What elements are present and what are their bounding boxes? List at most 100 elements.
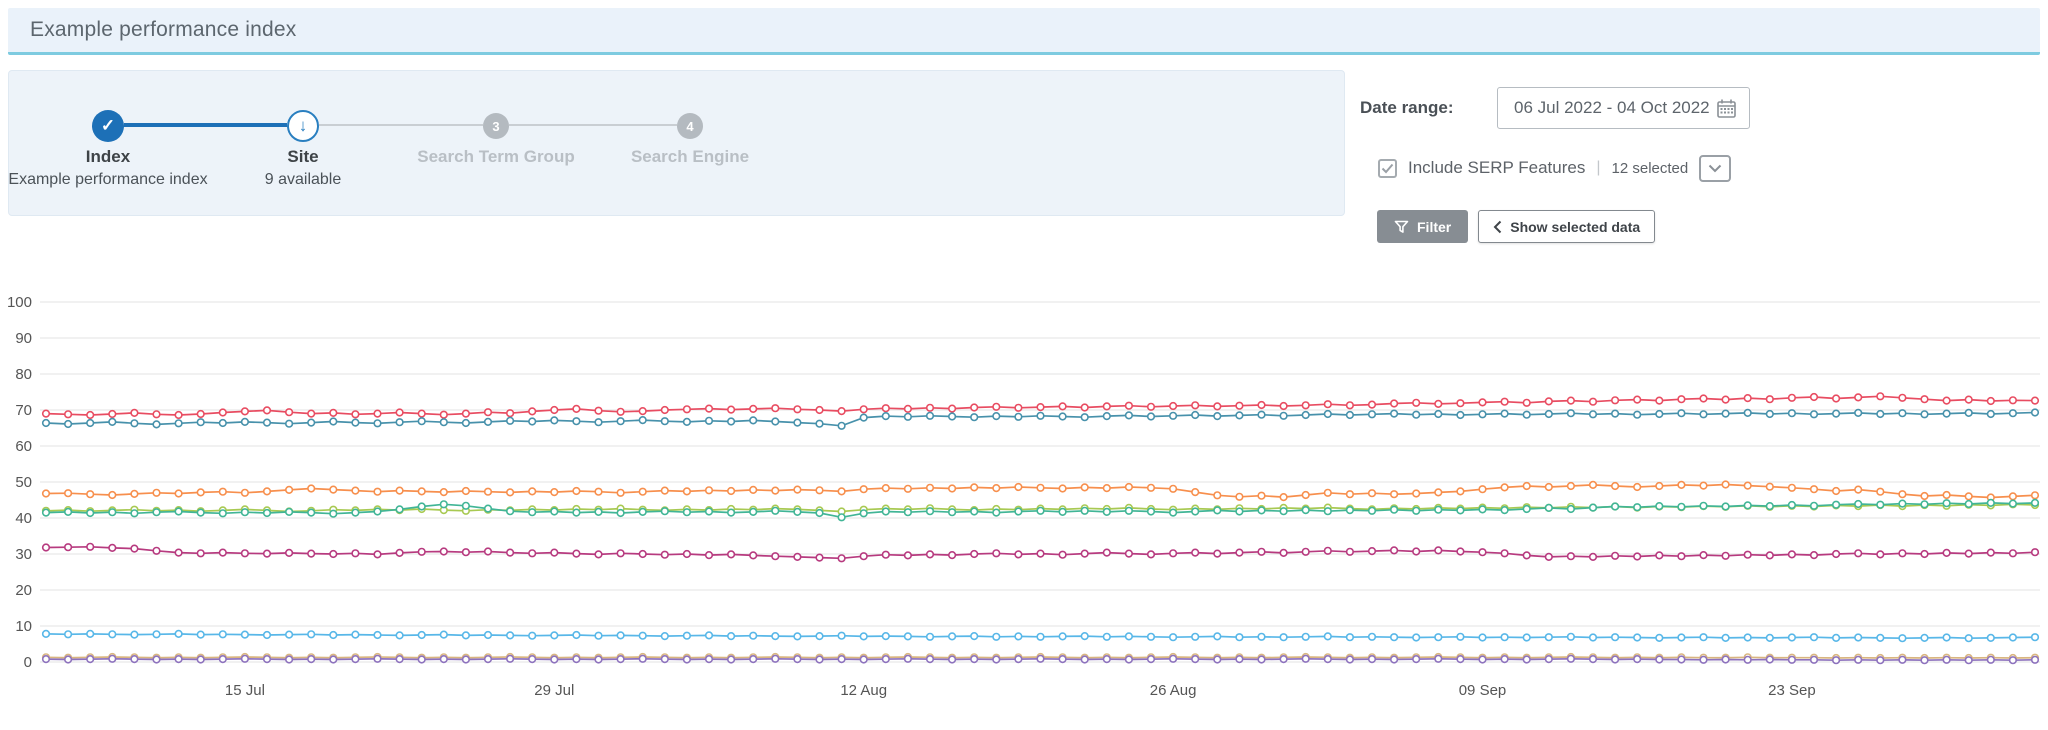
chart-data-point[interactable] — [1898, 490, 1907, 499]
chart-data-point[interactable] — [240, 549, 249, 558]
chart-data-point[interactable] — [1743, 481, 1752, 490]
chart-data-point[interactable] — [550, 548, 559, 557]
chart-data-point[interactable] — [1588, 552, 1598, 562]
chart-data-point[interactable] — [1301, 654, 1310, 663]
chart-data-point[interactable] — [483, 504, 493, 513]
chart-data-point[interactable] — [63, 507, 73, 517]
chart-data-point[interactable] — [1721, 502, 1730, 511]
chart-data-point[interactable] — [1191, 488, 1200, 497]
chart-data-point[interactable] — [130, 630, 139, 639]
chart-data-point[interactable] — [218, 487, 227, 496]
chart-data-point[interactable] — [925, 483, 935, 492]
chart-data-point[interactable] — [1655, 396, 1664, 405]
chart-data-point[interactable] — [594, 418, 603, 427]
chart-data-point[interactable] — [1544, 409, 1553, 419]
chart-data-point[interactable] — [1301, 506, 1310, 515]
chart-data-point[interactable] — [1876, 487, 1885, 496]
chart-data-point[interactable] — [86, 410, 95, 420]
chart-data-point[interactable] — [1920, 395, 1929, 404]
chart-data-point[interactable] — [1323, 507, 1332, 516]
chart-data-point[interactable] — [439, 410, 448, 419]
chart-data-point[interactable] — [1235, 411, 1244, 420]
chart-data-point[interactable] — [1434, 633, 1443, 642]
chart-data-point[interactable] — [1544, 397, 1553, 406]
chart-data-point[interactable] — [1257, 400, 1266, 410]
chart-data-point[interactable] — [2030, 655, 2040, 664]
chart-data-point[interactable] — [1014, 412, 1023, 421]
chart-data-point[interactable] — [837, 631, 846, 640]
chart-data-point[interactable] — [307, 655, 316, 664]
chart-data-point[interactable] — [1124, 482, 1133, 492]
chart-data-point[interactable] — [1809, 485, 1819, 494]
chart-data-point[interactable] — [1102, 507, 1111, 517]
chart-data-point[interactable] — [528, 549, 537, 558]
chart-data-point[interactable] — [837, 407, 846, 416]
chart-data-point[interactable] — [550, 488, 559, 497]
chart-data-point[interactable] — [1456, 487, 1465, 496]
chart-data-point[interactable] — [1434, 546, 1443, 555]
step-index-circle[interactable]: ✓ — [92, 110, 124, 142]
chart-data-point[interactable] — [439, 655, 448, 664]
include-serp-checkbox[interactable] — [1378, 158, 1397, 178]
chart-data-point[interactable] — [1036, 549, 1045, 558]
chart-data-point[interactable] — [1854, 485, 1863, 494]
chart-data-point[interactable] — [1787, 633, 1796, 642]
chart-data-point[interactable] — [1920, 500, 1929, 509]
chart-data-point[interactable] — [1942, 633, 1951, 642]
chart-data-point[interactable] — [506, 654, 515, 663]
chart-data-point[interactable] — [1898, 393, 1907, 402]
chart-data-point[interactable] — [660, 417, 669, 426]
chart-data-point[interactable] — [417, 547, 426, 556]
chart-data-point[interactable] — [1014, 482, 1023, 492]
chart-data-point[interactable] — [1478, 398, 1487, 407]
chart-data-point[interactable] — [1301, 632, 1310, 641]
chart-data-point[interactable] — [1168, 549, 1178, 558]
chart-data-point[interactable] — [1478, 655, 1487, 664]
chart-data-point[interactable] — [1257, 410, 1266, 419]
chart-data-point[interactable] — [1301, 401, 1310, 410]
chart-data-point[interactable] — [1478, 548, 1487, 557]
chart-data-point[interactable] — [793, 655, 802, 664]
chart-data-point[interactable] — [638, 407, 647, 416]
chart-data-point[interactable] — [1323, 546, 1332, 555]
chart-data-point[interactable] — [1389, 633, 1399, 642]
chart-data-point[interactable] — [240, 654, 249, 663]
chart-data-point[interactable] — [1699, 481, 1708, 490]
chart-data-point[interactable] — [528, 631, 537, 640]
chart-data-point[interactable] — [1986, 409, 1995, 419]
chart-data-point[interactable] — [108, 630, 117, 639]
chart-data-point[interactable] — [2030, 396, 2040, 405]
chart-data-point[interactable] — [793, 632, 802, 641]
chart-data-point[interactable] — [1036, 403, 1045, 412]
chart-data-point[interactable] — [704, 486, 714, 495]
chart-data-point[interactable] — [528, 407, 537, 416]
chart-data-point[interactable] — [373, 419, 382, 428]
chart-data-point[interactable] — [815, 486, 824, 495]
chart-data-point[interactable] — [1500, 655, 1509, 664]
chart-data-point[interactable] — [351, 486, 360, 495]
chart-data-point[interactable] — [859, 509, 868, 518]
chart-data-point[interactable] — [1323, 488, 1332, 497]
chart-data-point[interactable] — [815, 655, 824, 664]
chart-data-point[interactable] — [970, 549, 979, 559]
chart-data-point[interactable] — [925, 550, 935, 559]
chart-data-point[interactable] — [1389, 655, 1399, 664]
chart-data-point[interactable] — [152, 508, 161, 517]
chart-data-point[interactable] — [992, 484, 1001, 493]
chart-data-point[interactable] — [1809, 501, 1819, 510]
chart-data-point[interactable] — [1168, 401, 1178, 411]
chart-data-point[interactable] — [1721, 480, 1730, 489]
chart-data-point[interactable] — [1036, 483, 1045, 492]
chart-data-point[interactable] — [307, 630, 316, 639]
chart-data-point[interactable] — [174, 507, 183, 516]
chart-data-point[interactable] — [1191, 548, 1200, 557]
chart-data-point[interactable] — [1566, 504, 1575, 514]
chart-data-point[interactable] — [594, 550, 603, 559]
chart-data-point[interactable] — [1898, 634, 1907, 643]
chart-data-point[interactable] — [1633, 482, 1642, 492]
chart-data-point[interactable] — [1456, 632, 1465, 641]
chart-data-point[interactable] — [285, 548, 294, 558]
chart-data-point[interactable] — [1854, 393, 1863, 402]
chart-data-point[interactable] — [1080, 549, 1089, 558]
chart-data-point[interactable] — [130, 408, 139, 417]
